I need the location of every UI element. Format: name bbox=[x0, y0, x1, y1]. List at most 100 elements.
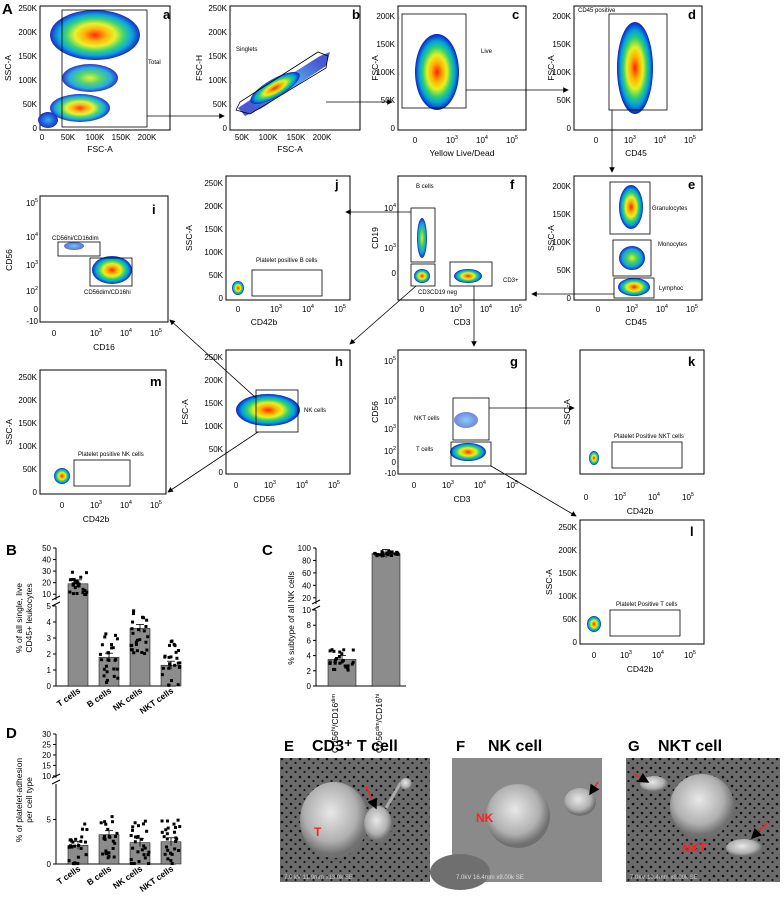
svg-text:E: E bbox=[284, 738, 294, 755]
y-tick-label: 0 bbox=[307, 682, 312, 691]
svg-text:200K: 200K bbox=[204, 376, 223, 385]
data-point bbox=[110, 815, 114, 819]
data-point bbox=[338, 650, 342, 654]
data-point bbox=[178, 825, 182, 829]
svg-text:250K: 250K bbox=[18, 4, 37, 13]
y-tick-label: 2 bbox=[307, 667, 312, 676]
svg-text:SSC-A: SSC-A bbox=[184, 225, 194, 251]
x-tick-label: CD56dim/CD16hi bbox=[374, 694, 384, 753]
svg-text:104: 104 bbox=[384, 396, 396, 406]
svg-text:CD3+: CD3+ bbox=[503, 278, 519, 284]
data-point bbox=[167, 643, 171, 647]
svg-text:103: 103 bbox=[450, 304, 462, 314]
svg-text:50K: 50K bbox=[213, 100, 228, 109]
data-point bbox=[164, 828, 168, 832]
data-point bbox=[106, 851, 110, 855]
data-point bbox=[137, 860, 141, 864]
svg-text:SSC-A: SSC-A bbox=[4, 419, 14, 445]
data-point bbox=[169, 851, 173, 855]
svg-text:Platelet positive B cells: Platelet positive B cells bbox=[256, 258, 317, 264]
svg-text:104: 104 bbox=[296, 480, 308, 490]
svg-text:Platelet Positive T cells: Platelet Positive T cells bbox=[616, 602, 677, 608]
svg-text:102: 102 bbox=[26, 286, 38, 296]
svg-text:250K: 250K bbox=[204, 353, 223, 362]
svg-text:105: 105 bbox=[26, 198, 38, 208]
data-point bbox=[79, 839, 83, 843]
svg-text:CD56dim/CD16hi: CD56dim/CD16hi bbox=[84, 290, 131, 296]
svg-text:B cells: B cells bbox=[416, 184, 434, 190]
svg-text:CD45+ leukocytes: CD45+ leukocytes bbox=[24, 583, 34, 652]
svg-text:0: 0 bbox=[596, 305, 601, 314]
data-point bbox=[176, 683, 180, 687]
data-point bbox=[393, 552, 397, 556]
data-point bbox=[104, 680, 108, 684]
data-point bbox=[380, 554, 384, 558]
data-point bbox=[132, 862, 136, 866]
svg-text:100K: 100K bbox=[18, 442, 37, 451]
data-point bbox=[74, 579, 78, 583]
svg-text:CD56: CD56 bbox=[4, 249, 14, 271]
svg-text:105: 105 bbox=[328, 480, 340, 490]
data-point bbox=[141, 822, 145, 826]
bar-chart-C: C 20 40 60 80 100 0 2 4 6 8 10 CD56hi/CD16dim CD5… bbox=[262, 542, 406, 753]
svg-text:C: C bbox=[262, 542, 273, 559]
data-point bbox=[80, 835, 84, 839]
data-point bbox=[330, 648, 334, 652]
data-point bbox=[106, 658, 110, 662]
flow-panel-b: b Singlets 0 50K 100K 150K 200K 250K 50K… bbox=[194, 4, 361, 154]
svg-text:150K: 150K bbox=[552, 210, 571, 219]
data-point bbox=[114, 834, 118, 838]
svg-text:0: 0 bbox=[33, 488, 38, 497]
data-point bbox=[106, 827, 110, 831]
data-point bbox=[70, 839, 74, 843]
data-point bbox=[346, 664, 350, 668]
svg-text:0: 0 bbox=[391, 124, 396, 133]
y-tick-label: 5 bbox=[47, 602, 52, 611]
svg-text:104: 104 bbox=[120, 328, 132, 338]
svg-text:CD56: CD56 bbox=[253, 494, 275, 504]
svg-text:per cell type: per cell type bbox=[24, 777, 34, 823]
data-point bbox=[174, 840, 178, 844]
data-point bbox=[131, 631, 135, 635]
svg-text:Platelet Positive NKT cells: Platelet Positive NKT cells bbox=[614, 434, 684, 440]
data-point bbox=[113, 633, 117, 637]
data-point bbox=[164, 845, 168, 849]
svg-text:CD3: CD3 bbox=[453, 317, 470, 327]
y-axis-label: % of platelet-adhesion bbox=[14, 758, 24, 842]
svg-text:200K: 200K bbox=[18, 28, 37, 37]
svg-text:104: 104 bbox=[384, 203, 396, 213]
data-point bbox=[129, 862, 133, 866]
svg-text:105: 105 bbox=[682, 492, 694, 502]
svg-text:T: T bbox=[314, 825, 322, 839]
data-point bbox=[142, 844, 146, 848]
y-tick-label: 20 bbox=[302, 594, 311, 603]
svg-text:7.0 kV 11.9mm x13.0k SE: 7.0 kV 11.9mm x13.0k SE bbox=[284, 875, 353, 881]
data-point bbox=[103, 820, 107, 824]
svg-text:l: l bbox=[690, 524, 694, 539]
data-point bbox=[390, 550, 394, 554]
svg-text:104: 104 bbox=[656, 304, 668, 314]
data-point bbox=[131, 620, 135, 624]
svg-text:150K: 150K bbox=[204, 225, 223, 234]
svg-text:104: 104 bbox=[654, 135, 666, 145]
svg-text:CD42b: CD42b bbox=[627, 506, 654, 516]
svg-text:104: 104 bbox=[648, 492, 660, 502]
svg-text:103: 103 bbox=[624, 135, 636, 145]
y-tick-label: 20 bbox=[42, 579, 51, 588]
flow-panel-a: A a Total 0 50K 100K 150K 200K 250K 0 50… bbox=[2, 1, 171, 154]
x-tick-label: NKT cells bbox=[138, 685, 176, 716]
svg-text:100K: 100K bbox=[552, 238, 571, 247]
svg-text:105: 105 bbox=[684, 650, 696, 660]
data-point bbox=[77, 843, 81, 847]
y-tick-label: 80 bbox=[302, 556, 311, 565]
svg-text:0: 0 bbox=[60, 501, 65, 510]
gating-arrows bbox=[147, 87, 615, 517]
data-point bbox=[106, 651, 110, 655]
data-point bbox=[175, 837, 179, 841]
svg-text:CD45 positive: CD45 positive bbox=[578, 8, 616, 14]
svg-text:0: 0 bbox=[33, 124, 38, 133]
svg-text:104: 104 bbox=[480, 304, 492, 314]
svg-text:7.0kV 10.4mm x8.00k SE: 7.0kV 10.4mm x8.00k SE bbox=[630, 875, 698, 881]
data-point bbox=[71, 592, 75, 596]
svg-text:CD3: CD3 bbox=[453, 494, 470, 504]
